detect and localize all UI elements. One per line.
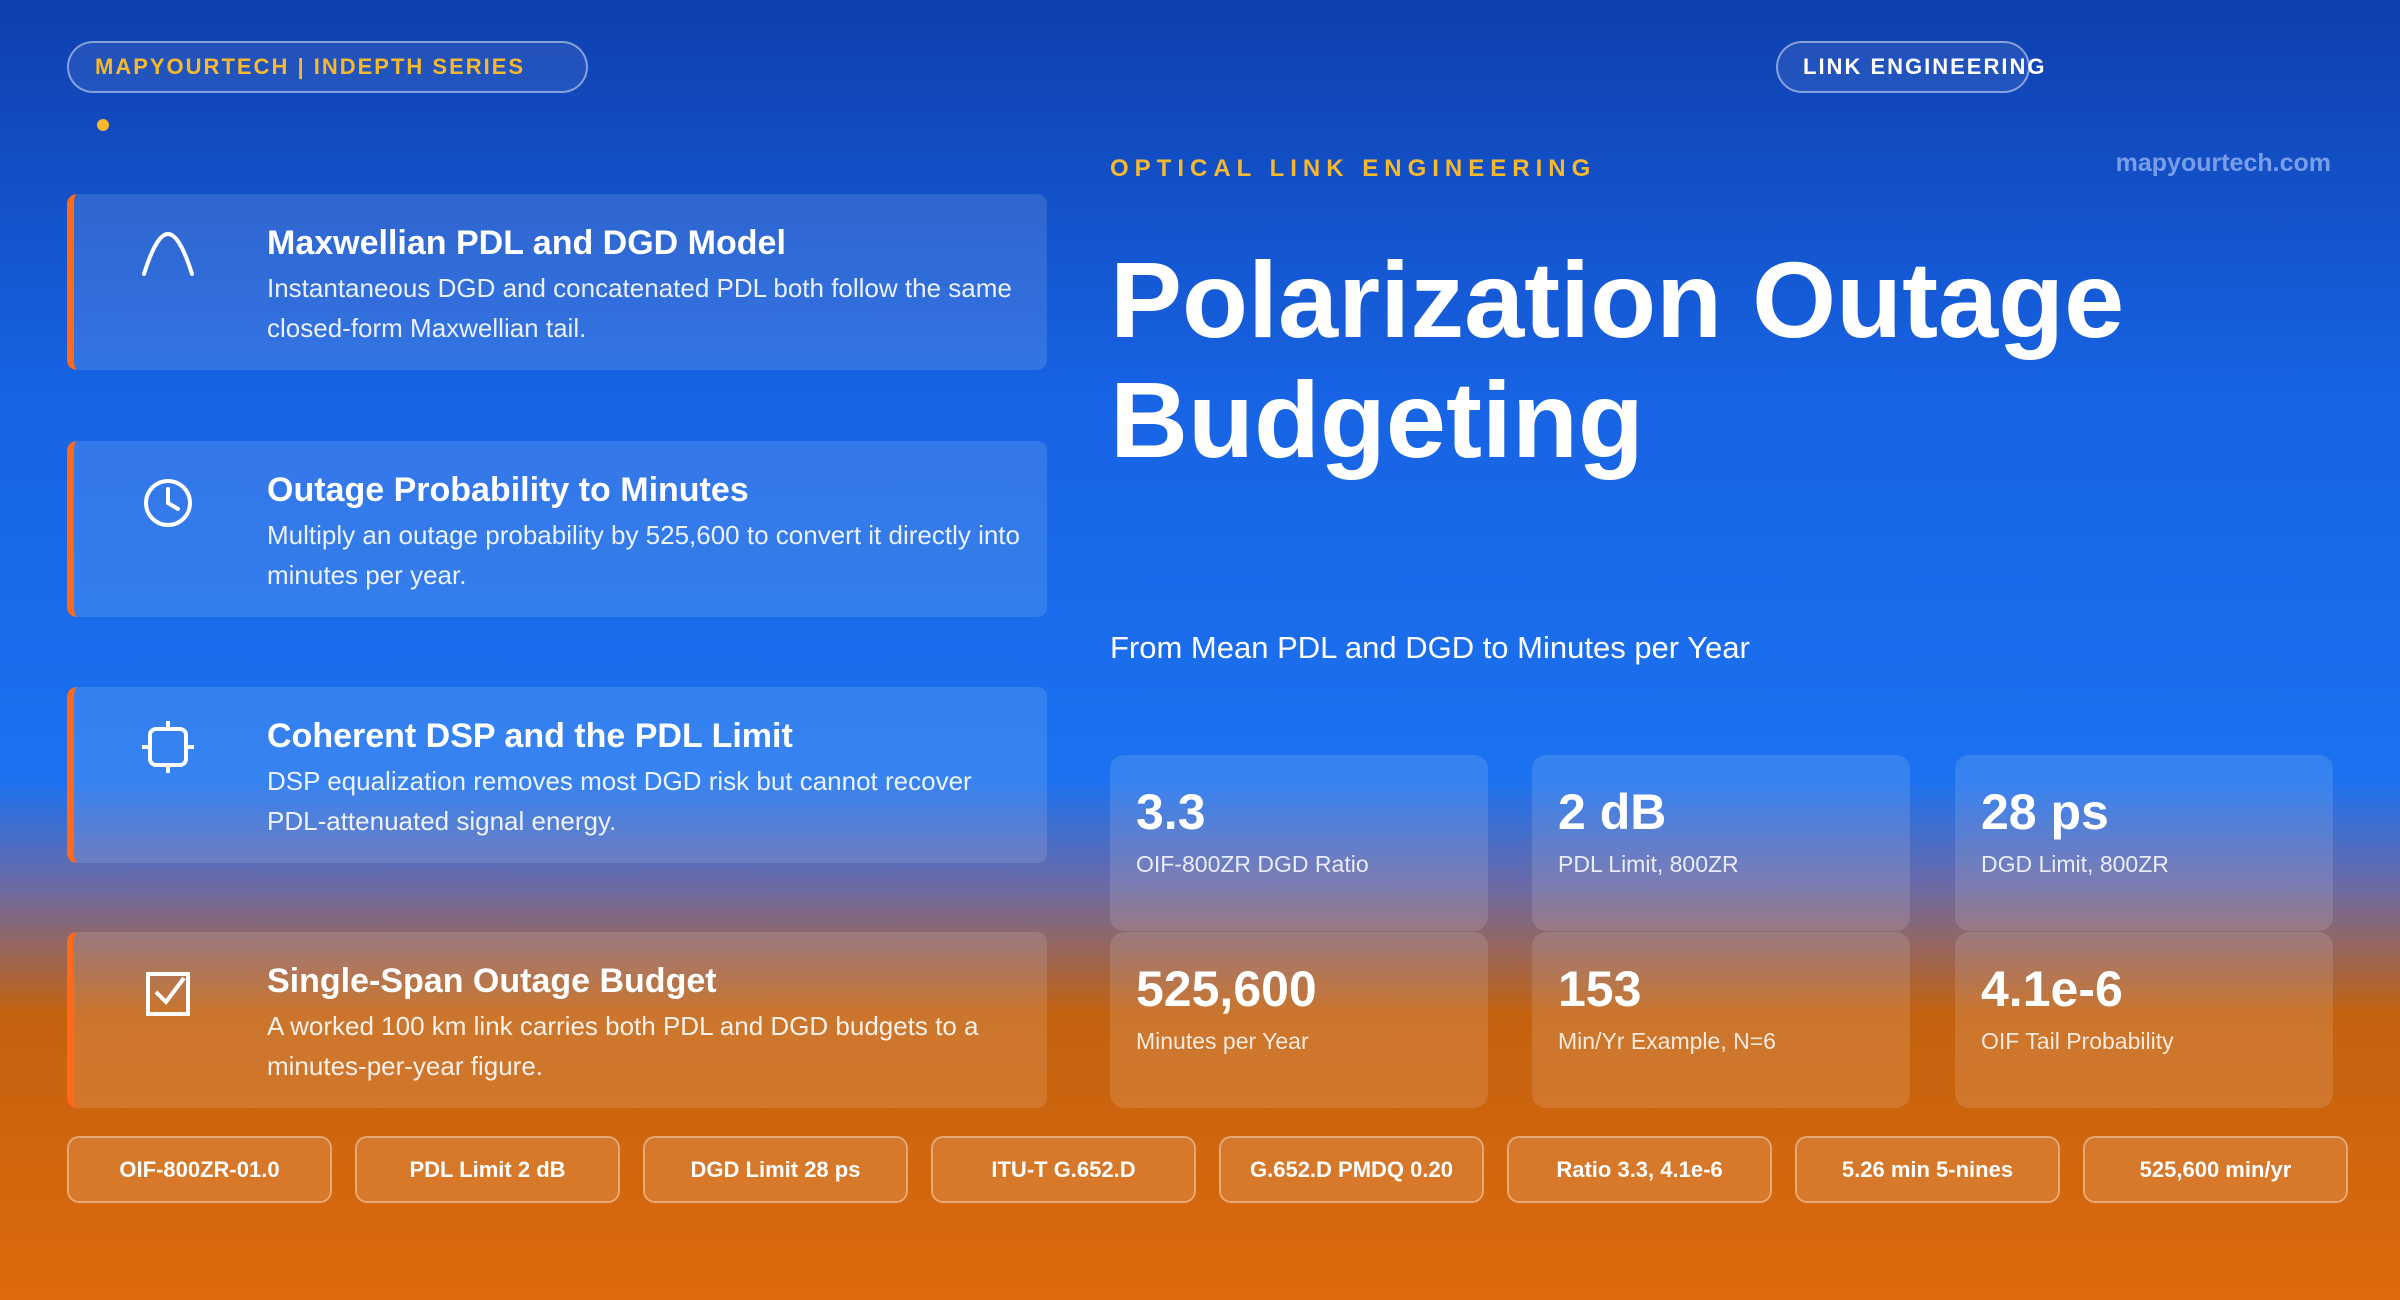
icon: [144, 479, 192, 527]
chip: Ratio 3.3, 4.1e-6: [1507, 1136, 1772, 1203]
stat-card: 28 ps DGD Limit, 800ZR: [1955, 755, 2333, 931]
chip: 525,600 min/yr: [2083, 1136, 2348, 1203]
card: Outage Probability to Minutes Multiply a…: [67, 441, 1047, 617]
card: Single-Span Outage Budget A worked 100 k…: [67, 932, 1047, 1108]
stat-label: DGD Limit, 800ZR: [1981, 851, 2169, 877]
series-pill: MAPYOURTECH | INDEPTH SERIES: [67, 41, 588, 93]
chip: DGD Limit 28 ps: [643, 1136, 908, 1203]
stat-value: 3.3: [1136, 784, 1206, 840]
stat-card: 153 Min/Yr Example, N=6: [1532, 932, 1910, 1108]
stat-label: PDL Limit, 800ZR: [1558, 851, 1739, 877]
card: Maxwellian PDL and DGD Model Instantaneo…: [67, 194, 1047, 370]
subtitle: From Mean PDL and DGD to Minutes per Yea…: [1110, 630, 1750, 665]
chip: ITU-T G.652.D: [931, 1136, 1196, 1203]
stat-value: 2 dB: [1558, 784, 1667, 840]
stat-value: 28 ps: [1981, 784, 2109, 840]
title-line: Polarization Outage: [1110, 239, 2125, 360]
tag-pill: LINK ENGINEERING: [1776, 41, 2044, 93]
title: Polarization Outage Budgeting: [1110, 240, 2124, 480]
stat-card: 2 dB PDL Limit, 800ZR: [1532, 755, 1910, 931]
site: mapyourtech.com: [2115, 149, 2331, 177]
stat-label: OIF-800ZR DGD Ratio: [1136, 851, 1369, 877]
card-text: DSP equalization removes most DGD risk b…: [267, 766, 972, 836]
chip: 5.26 min 5-nines: [1795, 1136, 2060, 1203]
stat-label: Minutes per Year: [1136, 1028, 1309, 1054]
icon: [142, 231, 194, 276]
card: Coherent DSP and the PDL Limit DSP equal…: [67, 687, 1047, 863]
dot: [97, 119, 109, 131]
card-text: A worked 100 km link carries both PDL an…: [267, 1011, 979, 1081]
stat-label: OIF Tail Probability: [1981, 1028, 2174, 1054]
stat-label: Min/Yr Example, N=6: [1558, 1028, 1776, 1054]
card-title: Single-Span Outage Budget: [267, 962, 717, 1000]
stat-card: 525,600 Minutes per Year: [1110, 932, 1488, 1108]
stat-value: 525,600: [1136, 961, 1317, 1017]
stat-value: 153: [1558, 961, 1642, 1017]
stat-card: 4.1e-6 OIF Tail Probability: [1955, 932, 2333, 1108]
chip: PDL Limit 2 dB: [355, 1136, 620, 1203]
card-title: Outage Probability to Minutes: [267, 471, 749, 509]
icon: [142, 721, 194, 773]
card-title: Coherent DSP and the PDL Limit: [267, 717, 793, 755]
card-title: Maxwellian PDL and DGD Model: [267, 224, 786, 262]
card-text: Instantaneous DGD and concatenated PDL b…: [267, 273, 1012, 343]
stat-card: 3.3 OIF-800ZR DGD Ratio: [1110, 755, 1488, 931]
title-line: Budgeting: [1110, 359, 1644, 480]
chip: OIF-800ZR-01.0: [67, 1136, 332, 1203]
stat-value: 4.1e-6: [1981, 961, 2123, 1017]
card-text: Multiply an outage probability by 525,60…: [267, 520, 1020, 590]
eyebrow: OPTICAL LINK ENGINEERING: [1110, 155, 1597, 182]
icon: [146, 972, 190, 1016]
chip: G.652.D PMDQ 0.20: [1219, 1136, 1484, 1203]
